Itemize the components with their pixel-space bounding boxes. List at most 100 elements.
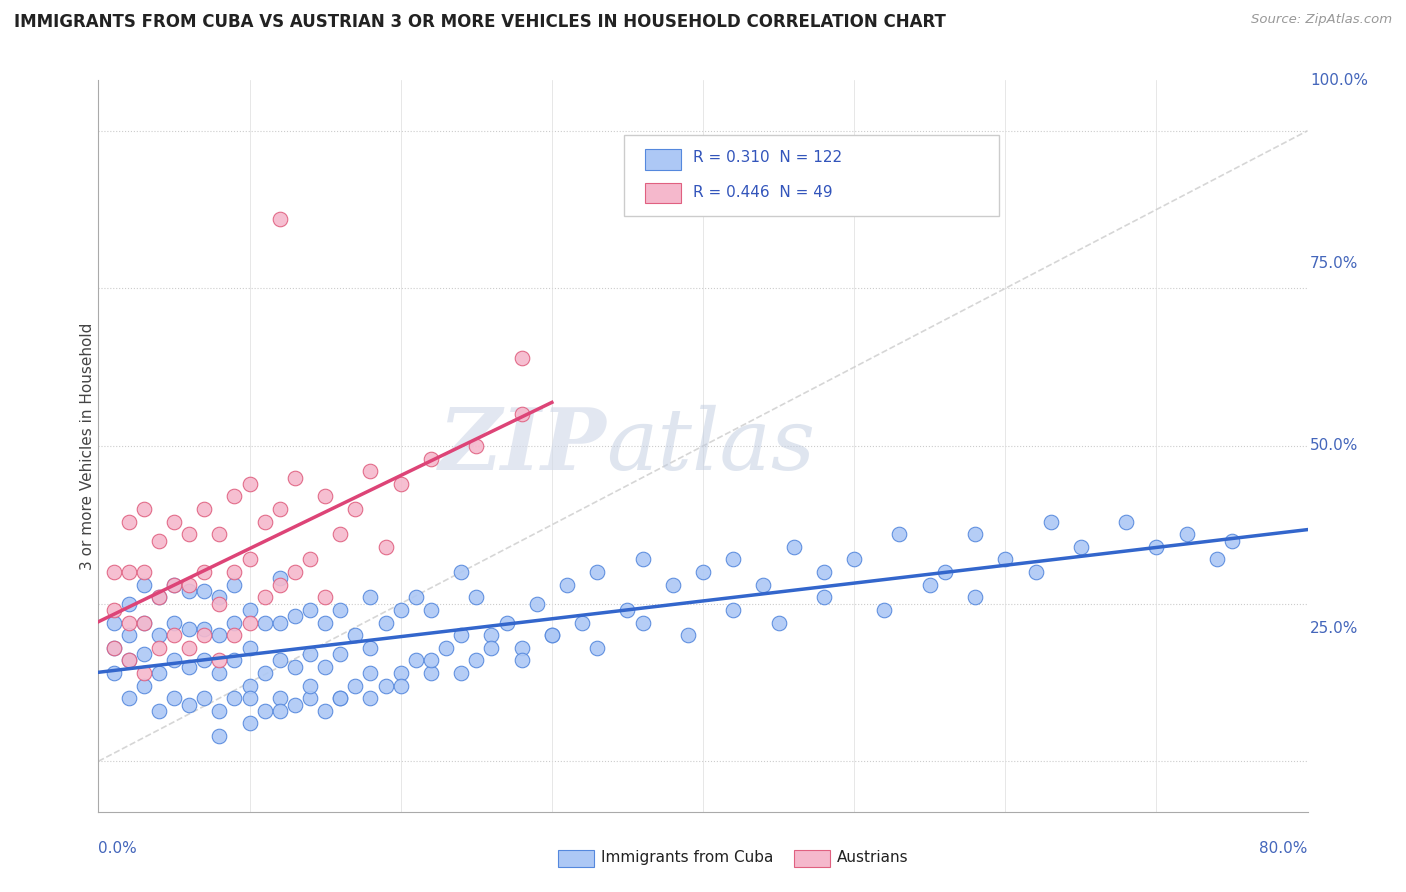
- Point: [163, 615, 186, 630]
- Point: [495, 615, 517, 630]
- Point: [132, 647, 155, 661]
- Point: [253, 615, 276, 630]
- Point: [299, 603, 322, 617]
- Text: 25.0%: 25.0%: [1310, 622, 1358, 636]
- Point: [118, 515, 141, 529]
- FancyBboxPatch shape: [624, 136, 1000, 216]
- Point: [450, 628, 472, 642]
- Point: [389, 603, 412, 617]
- Point: [208, 665, 231, 680]
- Point: [269, 212, 291, 227]
- Point: [329, 691, 352, 706]
- Point: [314, 490, 336, 504]
- Point: [631, 552, 654, 566]
- Point: [389, 476, 412, 491]
- Point: [118, 628, 141, 642]
- Point: [103, 640, 125, 655]
- Point: [163, 515, 186, 529]
- Point: [360, 665, 382, 680]
- Point: [434, 640, 457, 655]
- Point: [118, 597, 141, 611]
- Point: [631, 615, 654, 630]
- Bar: [793, 850, 830, 867]
- Point: [419, 653, 441, 667]
- Point: [360, 464, 382, 478]
- Point: [193, 691, 215, 706]
- Point: [208, 729, 231, 743]
- Point: [360, 691, 382, 706]
- Point: [284, 565, 307, 579]
- Point: [405, 591, 427, 605]
- Point: [103, 615, 125, 630]
- Point: [208, 628, 231, 642]
- Text: atlas: atlas: [606, 405, 815, 487]
- Point: [419, 603, 441, 617]
- Point: [1024, 565, 1046, 579]
- Point: [253, 704, 276, 718]
- Point: [934, 565, 956, 579]
- Point: [721, 603, 744, 617]
- Point: [965, 527, 987, 541]
- Point: [269, 615, 291, 630]
- Point: [314, 615, 336, 630]
- Point: [253, 665, 276, 680]
- Point: [344, 502, 367, 516]
- Point: [510, 408, 533, 422]
- Point: [1115, 515, 1137, 529]
- Point: [177, 640, 201, 655]
- Point: [284, 698, 307, 712]
- Point: [299, 552, 322, 566]
- Point: [329, 527, 352, 541]
- Text: IMMIGRANTS FROM CUBA VS AUSTRIAN 3 OR MORE VEHICLES IN HOUSEHOLD CORRELATION CHA: IMMIGRANTS FROM CUBA VS AUSTRIAN 3 OR MO…: [14, 13, 946, 31]
- Point: [465, 439, 488, 453]
- Text: 75.0%: 75.0%: [1310, 256, 1358, 270]
- Point: [224, 615, 246, 630]
- Point: [299, 679, 322, 693]
- Point: [269, 502, 291, 516]
- Point: [163, 653, 186, 667]
- Point: [813, 565, 835, 579]
- Text: R = 0.310  N = 122: R = 0.310 N = 122: [693, 150, 842, 165]
- Point: [132, 578, 155, 592]
- Point: [299, 647, 322, 661]
- Point: [465, 591, 488, 605]
- Point: [1144, 540, 1167, 554]
- Point: [103, 565, 125, 579]
- Point: [148, 704, 170, 718]
- Point: [148, 640, 170, 655]
- Point: [314, 659, 336, 673]
- Point: [269, 571, 291, 585]
- Point: [224, 628, 246, 642]
- Point: [193, 653, 215, 667]
- Text: 50.0%: 50.0%: [1310, 439, 1358, 453]
- Point: [571, 615, 593, 630]
- Point: [269, 653, 291, 667]
- Point: [284, 609, 307, 624]
- Point: [148, 591, 170, 605]
- Point: [193, 584, 215, 599]
- Text: R = 0.446  N = 49: R = 0.446 N = 49: [693, 186, 832, 201]
- Bar: [645, 183, 682, 203]
- Point: [450, 565, 472, 579]
- Point: [177, 584, 201, 599]
- Point: [721, 552, 744, 566]
- Point: [616, 603, 638, 617]
- Point: [374, 615, 396, 630]
- Point: [329, 603, 352, 617]
- Point: [555, 578, 578, 592]
- Point: [269, 578, 291, 592]
- Point: [540, 628, 562, 642]
- Point: [329, 647, 352, 661]
- Point: [269, 704, 291, 718]
- Point: [405, 653, 427, 667]
- Point: [510, 653, 533, 667]
- Point: [284, 659, 307, 673]
- Point: [299, 691, 322, 706]
- Point: [239, 552, 262, 566]
- Point: [540, 628, 562, 642]
- Point: [177, 622, 201, 636]
- Point: [329, 691, 352, 706]
- Point: [344, 628, 367, 642]
- Point: [224, 653, 246, 667]
- Point: [132, 615, 155, 630]
